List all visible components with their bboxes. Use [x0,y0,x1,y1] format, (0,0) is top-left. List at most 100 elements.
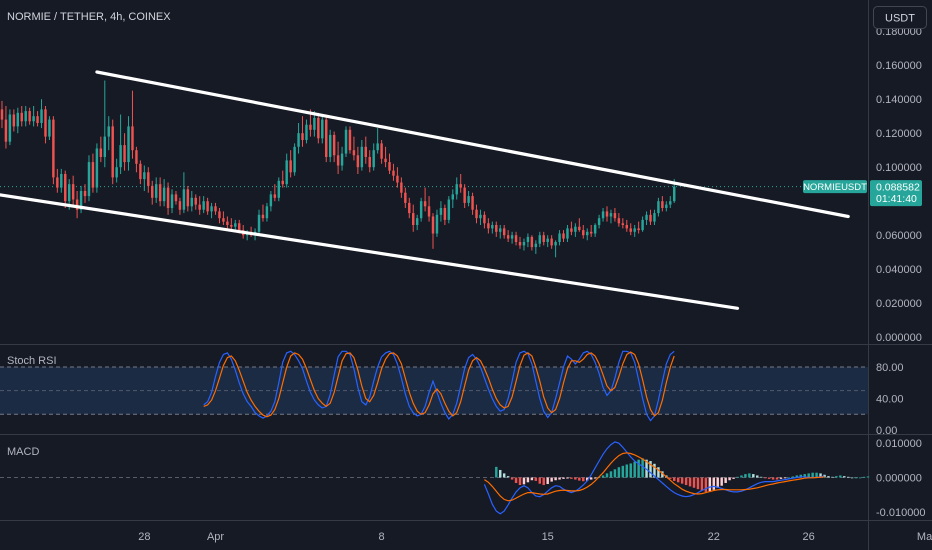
time-axis-ticks[interactable]: 28 Apr 8 15 22 26 May [138,531,932,543]
candle-body [653,213,656,222]
candle-body [467,196,470,203]
candle-body [313,117,316,130]
macd-histogram-bar [771,477,775,480]
candle-body [28,111,31,122]
candle-body [625,225,629,229]
candle-body [637,228,640,231]
macd-histogram-bar [787,477,791,479]
candle-body [162,187,166,202]
price-axis-ticks[interactable]: 0.180000 0.160000 0.140000 0.120000 0.100000… [876,26,922,344]
candle-body [617,218,621,224]
candle-body [24,111,27,122]
candle-body [396,175,399,183]
macd-histogram-bar [680,477,684,484]
candle-body [210,206,213,212]
candle-body [139,163,142,180]
macd-signal-line [484,452,825,502]
last-price-tag [870,180,922,207]
macd-histogram-bar [661,471,664,478]
candle-body [558,233,561,242]
macd-tick-label: 0.000000 [876,473,922,485]
candle-body [170,194,174,208]
macd-histogram-bar [554,477,557,481]
candle-body [131,126,134,151]
candle-body [633,228,636,232]
candle-body [182,189,186,210]
symbol-price-tag [803,180,867,194]
symbol-title[interactable]: NORMIE / TETHER, 4h, COINEX [7,11,171,23]
candle-body [562,233,565,239]
macd-histogram-bar [791,476,795,478]
macd-histogram-bar [712,477,716,490]
macd-histogram-bar [756,475,759,478]
candle-body [119,145,122,168]
candle-body [538,235,542,244]
currency-button[interactable] [873,6,927,29]
macd-histogram-bar [673,477,676,481]
price-tick-label: 0.100000 [876,162,922,174]
macd-histogram-bar [763,477,767,479]
macd-histogram-bar [530,477,534,481]
candle-body [265,206,269,219]
candle-body [518,242,522,246]
candle-body [317,117,320,139]
candle-body [645,214,648,220]
candle-body [40,109,43,123]
candle-body [325,119,328,157]
candle-body [340,153,344,166]
macd-histogram-bar [795,475,799,478]
candle-body [451,194,455,200]
macd-lines-group [483,441,825,515]
macd-histogram-bar [609,471,613,478]
macd-tick-label: -0.010000 [876,507,926,519]
time-tick-label: Apr [207,531,224,543]
macd-histogram-bar [506,476,510,478]
time-tick-label: 28 [138,531,150,543]
macd-histogram-bar [688,477,692,487]
candle-body [408,202,411,214]
macd-macd-line [483,441,825,515]
macd-histogram-group [495,458,870,492]
price-tick-label: 0.140000 [876,94,922,106]
macd-histogram-bar [566,477,569,479]
candle-body [44,109,47,137]
candle-body [226,221,229,225]
candle-body [305,124,308,140]
macd-title[interactable]: MACD [7,446,39,458]
macd-histogram-bar [657,467,660,478]
macd-histogram-bar [811,472,814,478]
macd-histogram-bar [839,475,842,478]
currency-label: USDT [885,13,915,25]
bar-countdown: 01:41:40 [876,193,917,205]
candle-body [534,243,538,248]
candle-body [542,235,545,242]
candle-body [206,201,209,212]
candle-body [530,236,534,248]
macd-histogram-bar [605,473,609,478]
macd-histogram-bar [744,474,747,478]
candle-body [158,184,162,202]
macd-histogram-bar [850,477,854,479]
macd-histogram-bar [807,473,810,478]
macd-histogram-bar [783,477,787,479]
candle-body [613,213,617,219]
macd-histogram-bar [831,476,834,478]
candle-body [297,133,300,147]
macd-histogram-bar [593,477,597,479]
candle-body [495,225,498,232]
channel-lower-line[interactable] [0,193,740,310]
macd-histogram-bar [621,465,625,478]
channel-upper-line[interactable] [95,70,850,219]
stoch-rsi-k-line [203,350,675,422]
trend-lines-group[interactable] [0,70,850,310]
macd-histogram-bar [736,476,739,478]
candle-body [348,129,352,151]
candle-body [669,201,672,205]
macd-histogram-bar [633,461,636,478]
macd-tick-label: 0.010000 [876,438,922,450]
price-tick-label: 0.180000 [876,26,922,38]
time-tick-label: May [917,531,932,543]
candle-body [79,191,83,210]
stoch-rsi-title[interactable]: Stoch RSI [7,355,57,367]
macd-histogram-bar [570,477,573,479]
